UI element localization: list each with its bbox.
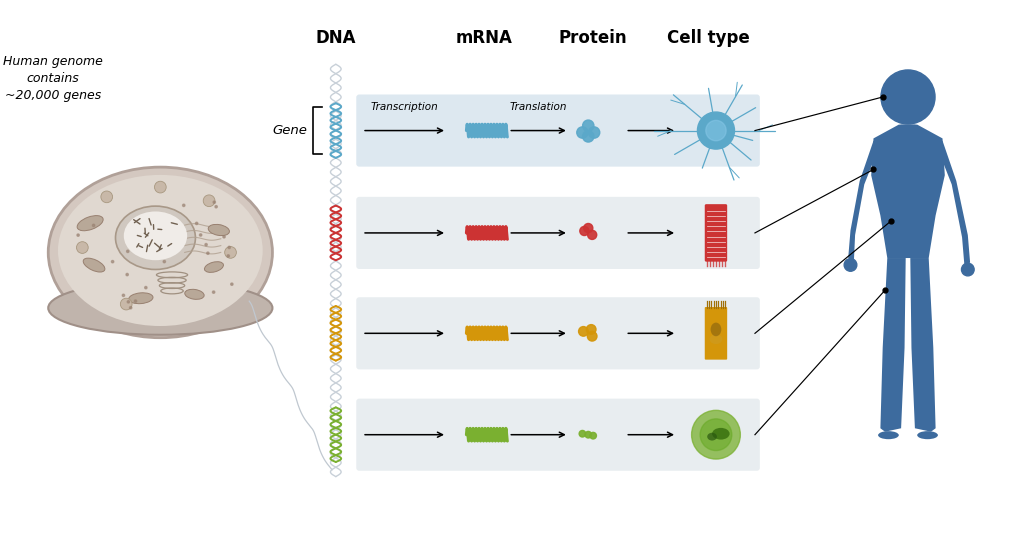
Circle shape: [588, 331, 597, 341]
Circle shape: [163, 260, 166, 263]
Text: Protein: Protein: [559, 29, 628, 47]
Ellipse shape: [58, 175, 263, 326]
Ellipse shape: [879, 431, 899, 439]
Circle shape: [143, 219, 145, 221]
Circle shape: [121, 298, 132, 310]
FancyBboxPatch shape: [356, 297, 760, 369]
Circle shape: [207, 252, 209, 255]
Circle shape: [844, 259, 857, 271]
FancyBboxPatch shape: [356, 95, 760, 166]
Ellipse shape: [48, 167, 272, 338]
Ellipse shape: [918, 431, 938, 439]
Circle shape: [580, 431, 586, 437]
Circle shape: [590, 432, 596, 439]
Polygon shape: [881, 258, 905, 432]
Ellipse shape: [708, 433, 717, 440]
FancyBboxPatch shape: [705, 204, 727, 262]
Circle shape: [228, 246, 230, 249]
Circle shape: [196, 222, 198, 224]
Circle shape: [112, 260, 114, 263]
Circle shape: [230, 283, 233, 285]
Circle shape: [583, 131, 594, 142]
Circle shape: [700, 419, 732, 451]
Circle shape: [706, 120, 726, 141]
Text: mRNA: mRNA: [456, 29, 512, 47]
Circle shape: [577, 127, 588, 138]
Circle shape: [155, 182, 166, 193]
Ellipse shape: [48, 281, 272, 335]
Circle shape: [583, 120, 594, 132]
Polygon shape: [871, 125, 945, 258]
Circle shape: [205, 243, 207, 246]
Circle shape: [587, 324, 596, 334]
Circle shape: [580, 227, 589, 236]
Circle shape: [579, 326, 588, 336]
Circle shape: [127, 301, 130, 303]
Ellipse shape: [184, 289, 204, 299]
Circle shape: [697, 112, 734, 149]
Circle shape: [227, 255, 229, 257]
Ellipse shape: [208, 224, 229, 236]
Circle shape: [215, 206, 217, 208]
Polygon shape: [910, 258, 936, 432]
Circle shape: [962, 263, 974, 276]
Circle shape: [144, 286, 147, 289]
Circle shape: [881, 70, 935, 124]
Circle shape: [200, 234, 202, 236]
Polygon shape: [848, 141, 880, 260]
Ellipse shape: [116, 206, 196, 270]
Circle shape: [588, 230, 597, 240]
Circle shape: [584, 223, 593, 233]
Text: Translation: Translation: [510, 102, 567, 112]
Ellipse shape: [205, 262, 223, 272]
FancyBboxPatch shape: [356, 398, 760, 471]
Text: Transcription: Transcription: [371, 102, 438, 112]
Ellipse shape: [711, 323, 721, 336]
Ellipse shape: [710, 335, 722, 344]
Text: Human genome
contains
~20,000 genes: Human genome contains ~20,000 genes: [3, 55, 103, 101]
Circle shape: [101, 191, 113, 202]
Circle shape: [213, 201, 215, 204]
Ellipse shape: [129, 293, 153, 304]
Polygon shape: [900, 125, 916, 141]
FancyBboxPatch shape: [705, 307, 727, 360]
Circle shape: [134, 300, 136, 302]
Circle shape: [122, 294, 125, 296]
Circle shape: [212, 291, 215, 293]
Circle shape: [182, 204, 185, 207]
FancyBboxPatch shape: [356, 197, 760, 269]
Circle shape: [77, 234, 79, 236]
Circle shape: [77, 242, 88, 253]
Ellipse shape: [712, 428, 730, 440]
Ellipse shape: [77, 216, 103, 231]
Circle shape: [127, 250, 129, 252]
Circle shape: [92, 224, 95, 227]
Circle shape: [223, 236, 225, 238]
Polygon shape: [937, 141, 970, 265]
Text: Gene: Gene: [272, 124, 307, 137]
Ellipse shape: [124, 212, 187, 260]
Circle shape: [585, 431, 592, 438]
Circle shape: [691, 410, 740, 459]
Circle shape: [126, 273, 128, 275]
Circle shape: [589, 127, 600, 138]
Text: DNA: DNA: [315, 29, 356, 47]
Text: Cell type: Cell type: [667, 29, 750, 47]
Circle shape: [203, 195, 215, 207]
Circle shape: [129, 307, 132, 309]
Ellipse shape: [83, 258, 104, 272]
Circle shape: [224, 246, 237, 258]
